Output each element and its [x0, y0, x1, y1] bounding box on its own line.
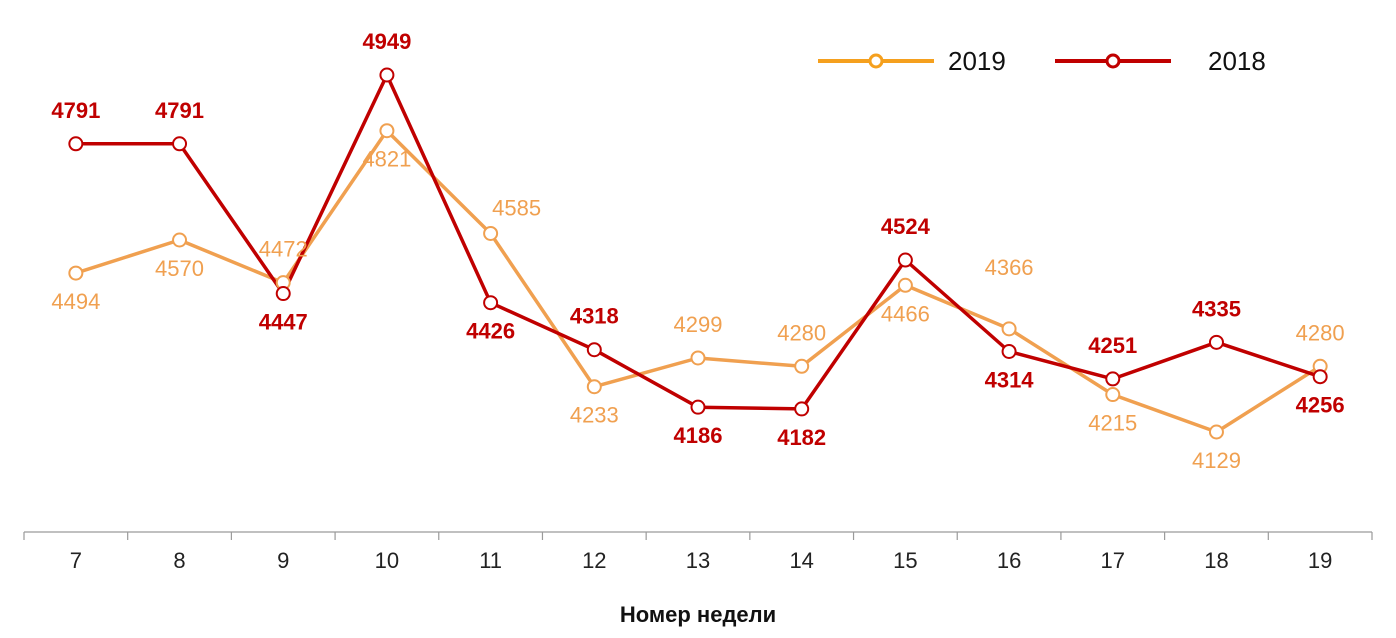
x-tick-label: 15 [893, 548, 917, 573]
data-label-2018: 4314 [985, 367, 1035, 392]
data-label-2018: 4791 [155, 98, 204, 123]
data-label-2018: 4791 [51, 98, 100, 123]
data-label-2019: 4494 [51, 289, 100, 314]
data-point-2018 [1105, 371, 1121, 387]
x-tick-label: 10 [375, 548, 399, 573]
data-point-2019 [172, 232, 188, 248]
data-point-2018 [586, 342, 602, 358]
data-label-2019: 4215 [1088, 411, 1137, 436]
data-label-2018: 4335 [1192, 296, 1241, 321]
data-point-2018 [794, 401, 810, 417]
series-markers [68, 67, 1328, 440]
x-tick-label: 17 [1101, 548, 1125, 573]
data-label-2019: 4280 [1296, 320, 1345, 345]
data-label-2019: 4821 [362, 147, 411, 172]
data-label-2019: 4472 [259, 237, 308, 262]
x-tick-label: 9 [277, 548, 289, 573]
data-point-2018 [68, 136, 84, 152]
data-label-2018: 4256 [1296, 393, 1345, 418]
data-label-2018: 4426 [466, 319, 515, 344]
x-axis-title: Номер недели [620, 602, 776, 627]
x-tick-label: 13 [686, 548, 710, 573]
data-label-2019: 4585 [492, 195, 541, 220]
x-tick-label: 14 [789, 548, 813, 573]
data-point-2018 [1208, 334, 1224, 350]
data-label-2019: 4129 [1192, 448, 1241, 473]
data-label-2018: 4182 [777, 425, 826, 450]
data-point-2018 [690, 399, 706, 415]
data-point-2019 [1208, 424, 1224, 440]
data-label-2019: 4570 [155, 256, 204, 281]
data-label-2019: 4280 [777, 320, 826, 345]
data-label-2019: 4366 [985, 255, 1034, 280]
data-label-2019: 4299 [674, 312, 723, 337]
data-point-2019 [794, 358, 810, 374]
data-point-2019 [1001, 321, 1017, 337]
data-point-2018 [483, 295, 499, 311]
data-point-2018 [275, 286, 291, 302]
x-tick-label: 16 [997, 548, 1021, 573]
legend-label-2018: 2018 [1208, 46, 1266, 76]
x-tick-label: 19 [1308, 548, 1332, 573]
data-label-2018: 4949 [362, 29, 411, 54]
data-label-2018: 4186 [674, 423, 723, 448]
data-label-2019: 4466 [881, 301, 930, 326]
legend-label-2019: 2019 [948, 46, 1006, 76]
data-point-2019 [586, 379, 602, 395]
data-label-2018: 4318 [570, 304, 619, 329]
legend-marker-2019 [868, 53, 884, 69]
data-labels: 4494 4570 4472 4821 4585 4233 4299 4280 4466 4366… [51, 29, 1344, 473]
legend: 2019 2018 [818, 46, 1266, 76]
data-point-2018 [379, 67, 395, 83]
x-tick-label: 12 [582, 548, 606, 573]
data-label-2018: 4251 [1088, 333, 1137, 358]
data-point-2019 [1105, 387, 1121, 403]
data-point-2018 [1001, 343, 1017, 359]
x-tick-label: 8 [173, 548, 185, 573]
legend-marker-2018 [1105, 53, 1121, 69]
data-point-2019 [379, 123, 395, 139]
data-point-2019 [68, 265, 84, 281]
x-tick-label: 7 [70, 548, 82, 573]
x-axis: 7 8 9 10 11 12 13 14 15 16 17 18 19 [23, 531, 1373, 573]
data-label-2018: 4524 [881, 214, 931, 239]
data-point-2018 [1312, 369, 1328, 385]
x-tick-label: 18 [1204, 548, 1228, 573]
data-label-2019: 4233 [570, 403, 619, 428]
data-point-2018 [897, 252, 913, 268]
data-point-2019 [897, 277, 913, 293]
series-line-2019 [75, 128, 1322, 434]
data-point-2019 [483, 225, 499, 241]
data-point-2018 [172, 136, 188, 152]
data-label-2018: 4447 [259, 310, 308, 335]
x-tick-label: 11 [479, 548, 502, 573]
data-point-2019 [690, 350, 706, 366]
